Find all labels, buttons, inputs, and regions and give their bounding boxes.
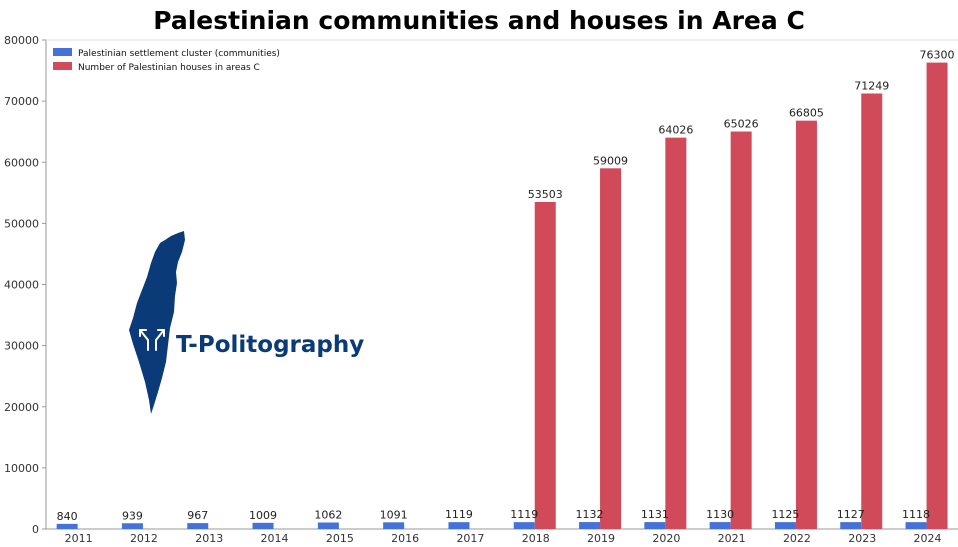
bar-communities-2017 bbox=[448, 522, 470, 529]
bar-communities-2023 bbox=[840, 522, 862, 529]
y-axis-ticks: 0 10000 20000 30000 40000 50000 60000 70000 8000… bbox=[4, 34, 46, 536]
x-tick-label: 2024 bbox=[914, 532, 942, 545]
legend-swatch-houses bbox=[53, 62, 72, 70]
bar-houses-2020 bbox=[665, 137, 687, 530]
bar-communities-2011 bbox=[56, 523, 78, 529]
bar-communities-2014 bbox=[252, 522, 274, 529]
y-tick-label: 30000 bbox=[4, 340, 39, 353]
data-label-houses-2018: 53503 bbox=[528, 188, 563, 201]
y-tick-label: 40000 bbox=[4, 279, 39, 292]
x-tick-label: 2023 bbox=[848, 532, 876, 545]
y-tick-label: 70000 bbox=[4, 95, 39, 108]
y-tick-label: 80000 bbox=[4, 34, 39, 47]
x-tick-label: 2014 bbox=[261, 532, 289, 545]
data-label-communities-2017: 1119 bbox=[445, 508, 473, 521]
data-label-communities-2011: 840 bbox=[57, 510, 78, 523]
data-label-houses-2021: 65026 bbox=[724, 118, 759, 131]
bar-houses-2018 bbox=[534, 201, 556, 530]
data-label-houses-2020: 64026 bbox=[658, 124, 693, 137]
x-tick-label: 2021 bbox=[718, 532, 746, 545]
bar-houses-2019 bbox=[600, 168, 622, 529]
y-tick-label: 50000 bbox=[4, 217, 39, 230]
legend-label-communities: Palestinian settlement cluster (communit… bbox=[78, 49, 280, 59]
data-label-houses-2023: 71249 bbox=[854, 79, 889, 92]
bar-communities-2020 bbox=[644, 522, 666, 529]
x-tick-label: 2019 bbox=[587, 532, 615, 545]
data-label-communities-2015: 1062 bbox=[314, 509, 342, 522]
data-label-communities-2022: 1125 bbox=[771, 508, 799, 521]
x-tick-label: 2020 bbox=[652, 532, 680, 545]
x-tick-label: 2017 bbox=[456, 532, 484, 545]
bar-communities-2015 bbox=[317, 522, 339, 529]
bar-communities-2013 bbox=[187, 523, 209, 529]
chart-title: Palestinian communities and houses in Ar… bbox=[153, 6, 805, 35]
bars-group bbox=[56, 62, 948, 530]
bar-houses-2022 bbox=[795, 120, 817, 530]
bar-communities-2022 bbox=[774, 522, 796, 529]
y-tick-label: 20000 bbox=[4, 401, 39, 414]
data-label-houses-2019: 59009 bbox=[593, 154, 628, 167]
y-tick-label: 0 bbox=[32, 523, 39, 536]
x-tick-label: 2016 bbox=[391, 532, 419, 545]
data-label-communities-2021: 1130 bbox=[706, 508, 734, 521]
bar-communities-2016 bbox=[383, 522, 405, 529]
bar-communities-2021 bbox=[709, 522, 731, 529]
data-label-houses-2024: 76300 bbox=[920, 49, 955, 62]
x-tick-label: 2012 bbox=[130, 532, 158, 545]
x-tick-label: 2018 bbox=[522, 532, 550, 545]
data-label-communities-2019: 1132 bbox=[576, 508, 604, 521]
x-tick-label: 2015 bbox=[326, 532, 354, 545]
legend: Palestinian settlement cluster (communit… bbox=[53, 48, 280, 73]
bar-communities-2018 bbox=[513, 522, 535, 529]
data-label-communities-2014: 1009 bbox=[249, 509, 277, 522]
bar-houses-2021 bbox=[730, 131, 752, 530]
data-label-communities-2018: 1119 bbox=[510, 508, 538, 521]
x-tick-label: 2022 bbox=[783, 532, 811, 545]
watermark-logo: T-Politography bbox=[129, 231, 364, 414]
bar-communities-2012 bbox=[121, 523, 143, 529]
bar-houses-2023 bbox=[861, 93, 883, 530]
x-axis-ticks: 2011 2012 2013 2014 2015 2016 2017 2018 2019 2020… bbox=[65, 532, 942, 545]
y-tick-label: 10000 bbox=[4, 462, 39, 475]
data-label-communities-2020: 1131 bbox=[641, 508, 669, 521]
data-label-communities-2016: 1091 bbox=[380, 508, 408, 521]
data-labels-group: 840 939 967 1009 1062 1091 1119 1119 53503 1132 59… bbox=[57, 49, 955, 523]
bar-communities-2019 bbox=[579, 522, 601, 529]
map-arrows-logo-icon bbox=[129, 231, 185, 414]
data-label-houses-2022: 66805 bbox=[789, 107, 824, 120]
data-label-communities-2023: 1127 bbox=[837, 508, 865, 521]
data-label-communities-2024: 1118 bbox=[902, 508, 930, 521]
bar-communities-2024 bbox=[905, 522, 927, 529]
watermark-text: T-Politography bbox=[176, 332, 364, 358]
legend-label-houses: Number of Palestinian houses in areas C bbox=[78, 63, 260, 73]
bar-houses-2024 bbox=[926, 62, 948, 530]
data-label-communities-2012: 939 bbox=[122, 509, 143, 522]
legend-swatch-communities bbox=[53, 48, 72, 56]
x-tick-label: 2013 bbox=[195, 532, 223, 545]
y-tick-label: 60000 bbox=[4, 156, 39, 169]
x-tick-label: 2011 bbox=[65, 532, 93, 545]
data-label-communities-2013: 967 bbox=[187, 509, 208, 522]
